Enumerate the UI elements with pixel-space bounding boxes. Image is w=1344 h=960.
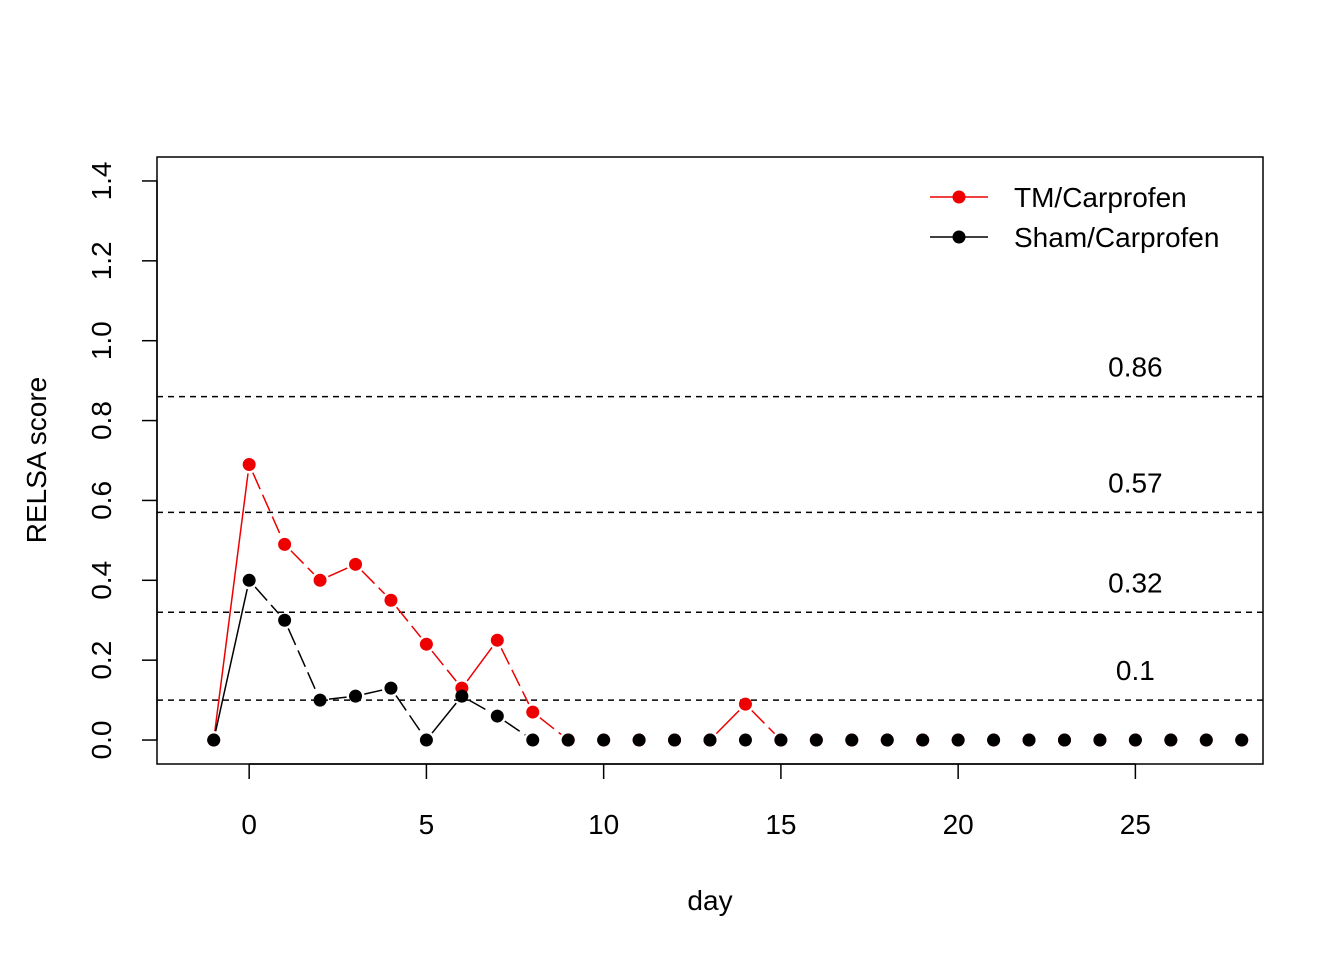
series-segment: [469, 699, 490, 713]
data-point: [1128, 733, 1142, 747]
data-point: [809, 733, 823, 747]
series-segment: [214, 588, 248, 732]
series-segment: [431, 650, 457, 682]
series-segment: [364, 689, 383, 695]
x-axis-title: day: [687, 885, 732, 916]
y-tick-label: 0.6: [86, 481, 117, 520]
series-segment: [504, 720, 526, 736]
data-point: [349, 689, 363, 703]
series-segment: [287, 628, 318, 693]
data-point: [845, 733, 859, 747]
series-segment: [252, 472, 282, 537]
data-point: [1057, 733, 1071, 747]
data-point: [207, 733, 221, 747]
x-tick-label: 25: [1120, 809, 1151, 840]
reference-label: 0.1: [1116, 655, 1155, 686]
x-tick-label: 5: [419, 809, 435, 840]
reference-label: 0.32: [1108, 567, 1163, 598]
series-segment: [395, 695, 422, 734]
x-tick-label: 15: [765, 809, 796, 840]
data-point: [455, 689, 469, 703]
data-point: [419, 637, 433, 651]
series-group: [207, 573, 1249, 747]
x-tick-label: 20: [943, 809, 974, 840]
y-axis: 0.0 0.2 0.4 0.6 0.8 1.0 1.2 1.4: [86, 161, 158, 760]
series-segment: [327, 567, 348, 578]
y-tick-label: 0.2: [86, 641, 117, 680]
data-point: [597, 733, 611, 747]
data-point: [1093, 733, 1107, 747]
legend-marker: [952, 230, 966, 244]
data-point: [738, 733, 752, 747]
data-point: [1235, 733, 1249, 747]
series-segment: [290, 550, 315, 575]
data-point: [703, 733, 717, 747]
series-segment: [500, 647, 530, 705]
legend-label: Sham/Carprofen: [1014, 222, 1219, 253]
series-segment: [328, 696, 347, 700]
data-point: [561, 733, 575, 747]
reference-label: 0.57: [1108, 467, 1163, 498]
data-point: [313, 573, 327, 587]
series-group: [207, 457, 1249, 747]
y-tick-label: 1.0: [86, 321, 117, 360]
data-point: [1022, 733, 1036, 747]
data-point: [774, 733, 788, 747]
data-point: [242, 457, 256, 471]
data-point: [384, 593, 398, 607]
data-point: [632, 733, 646, 747]
legend-label: TM/Carprofen: [1014, 182, 1187, 213]
series-segment: [539, 717, 562, 736]
x-axis: 0 5 10 15 20 25: [241, 763, 1151, 840]
series-segment: [715, 709, 740, 735]
y-tick-label: 0.4: [86, 561, 117, 600]
series-segment: [466, 646, 493, 682]
data-point: [880, 733, 894, 747]
data-point: [490, 633, 504, 647]
y-tick-label: 1.4: [86, 161, 117, 200]
reference-lines: 0.86 0.57 0.32 0.1: [157, 352, 1263, 701]
data-point: [278, 613, 292, 627]
y-tick-label: 1.2: [86, 241, 117, 280]
data-point: [916, 733, 930, 747]
data-point: [313, 693, 327, 707]
data-point: [668, 733, 682, 747]
data-point: [419, 733, 433, 747]
series-segment: [361, 570, 386, 595]
data-point: [490, 709, 504, 723]
data-point: [987, 733, 1001, 747]
data-point: [526, 705, 540, 719]
y-axis-title: RELSA score: [21, 377, 52, 544]
legend: TM/Carprofen Sham/Carprofen: [930, 182, 1219, 253]
data-point: [951, 733, 965, 747]
x-tick-label: 0: [241, 809, 257, 840]
data-point: [738, 697, 752, 711]
data-point: [349, 557, 363, 571]
data-point: [1164, 733, 1178, 747]
y-tick-label: 0.0: [86, 721, 117, 760]
data-point: [384, 681, 398, 695]
legend-marker: [952, 190, 966, 204]
data-point: [1199, 733, 1213, 747]
data-point: [526, 733, 540, 747]
series-segment: [396, 606, 422, 638]
series-segment: [254, 586, 280, 615]
reference-label: 0.86: [1108, 352, 1163, 383]
x-tick-label: 10: [588, 809, 619, 840]
series-layer: [207, 457, 1249, 747]
data-point: [278, 537, 292, 551]
data-point: [242, 573, 256, 587]
series-segment: [431, 702, 457, 734]
y-tick-label: 0.8: [86, 401, 117, 440]
series-segment: [214, 473, 249, 732]
series-segment: [751, 709, 776, 735]
